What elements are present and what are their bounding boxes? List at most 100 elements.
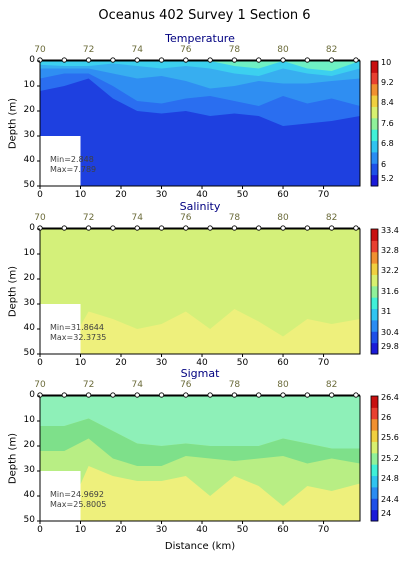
max-label: Max=25.8005 (50, 500, 107, 509)
colorbar-tick-label: 29.8 (381, 342, 399, 351)
station-label: 80 (277, 45, 289, 55)
station-label: 72 (82, 380, 95, 390)
panel-1 (37, 57, 379, 189)
colorbar-segment (371, 475, 378, 488)
station-marker (110, 57, 116, 63)
station-label: 74 (131, 213, 143, 223)
station-marker (183, 392, 189, 398)
field-layer-5 (40, 61, 360, 76)
station-marker (304, 225, 310, 231)
colorbar-segment (371, 285, 378, 298)
station-marker (329, 392, 335, 398)
field-layer-2 (40, 309, 360, 354)
station-marker (37, 57, 43, 63)
x-tick-label: 40 (196, 190, 208, 200)
panel-3 (37, 392, 379, 524)
min-label: Min=24.9692 (50, 490, 104, 499)
colorbar-segment (371, 430, 378, 442)
x-tick-label: 70 (317, 190, 330, 200)
station-marker (304, 392, 310, 398)
max-label: Max=32.3735 (50, 333, 107, 342)
station-label: 74 (131, 45, 143, 55)
colorbar-tick-label: 24.8 (381, 474, 399, 483)
field-band-2 (40, 418, 360, 466)
y-axis-label: Depth (m) (7, 97, 19, 149)
y-tick-label: 40 (23, 490, 35, 500)
field-layer-6 (40, 61, 360, 71)
colorbar-tick-label: 26 (381, 412, 392, 422)
station-marker (183, 57, 189, 63)
station-marker (134, 225, 140, 231)
y-tick-label: 30 (23, 465, 35, 475)
colorbar-segment (371, 486, 378, 499)
x-tick-label: 10 (74, 190, 87, 200)
y-tick-label: 50 (23, 180, 35, 190)
station-marker (256, 392, 262, 398)
y-axis-label: Depth (m) (7, 265, 19, 317)
y-tick-label: 30 (23, 130, 35, 140)
colorbar-segment (371, 174, 378, 187)
station-marker (231, 392, 238, 398)
station-marker (329, 57, 335, 63)
no-data-region (40, 471, 81, 521)
colorbar-segment (371, 418, 378, 431)
colorbar-tick-label: 10 (381, 57, 392, 67)
station-label: 70 (34, 45, 46, 55)
colorbar-segment (371, 509, 378, 522)
y-tick-label: 0 (29, 390, 35, 400)
y-tick-label: 50 (23, 515, 35, 525)
colorbar-segment (371, 117, 378, 130)
station-marker (61, 392, 67, 398)
y-tick-label: 40 (23, 155, 35, 165)
colorbar-tick-label: 31.6 (381, 286, 399, 296)
station-marker (256, 57, 262, 63)
station-label: 78 (228, 45, 241, 55)
plot-frame (39, 395, 361, 522)
x-tick-label: 30 (155, 190, 168, 200)
station-marker (158, 225, 165, 231)
colorbar-segment (371, 151, 378, 164)
panel-title: Sigmat (180, 367, 220, 380)
station-label: 82 (325, 380, 338, 390)
colorbar-tick-label: 32.8 (381, 245, 399, 255)
colorbar-segment (371, 61, 378, 73)
colorbar-tick-label: 24.4 (381, 494, 399, 504)
station-label: 78 (228, 380, 241, 390)
station-marker (280, 57, 286, 63)
colorbar-tick-label: 6.8 (381, 139, 394, 148)
field-band-1 (40, 396, 360, 449)
colorbar-tick-label: 7.6 (381, 118, 394, 128)
colorbar-tick-label: 33.4 (381, 225, 399, 235)
station-marker (86, 225, 92, 231)
panel-title: Temperature (165, 32, 235, 45)
station-label: 78 (228, 213, 241, 223)
figure-title: Oceanus 402 Survey 1 Section 6 (98, 8, 311, 23)
station-marker (353, 225, 359, 231)
colorbar-segment (371, 140, 378, 153)
y-tick-label: 20 (23, 105, 35, 115)
y-tick-label: 40 (23, 323, 35, 333)
colorbar-segment (371, 95, 378, 107)
x-tick-label: 50 (236, 358, 249, 368)
station-label: 80 (277, 380, 289, 390)
colorbar-tick-label: 31 (381, 307, 392, 316)
x-tick-label: 0 (37, 190, 43, 200)
station-marker (183, 225, 189, 231)
station-marker (280, 392, 286, 398)
colorbar-segment (371, 274, 378, 287)
station-marker (110, 392, 116, 398)
colorbar-segment (371, 297, 378, 310)
station-marker (37, 225, 43, 231)
station-label: 76 (180, 45, 192, 55)
station-marker (256, 225, 262, 231)
x-tick-label: 20 (115, 190, 127, 200)
x-tick-label: 20 (115, 358, 127, 368)
y-tick-label: 20 (23, 440, 35, 450)
station-marker (158, 57, 165, 63)
x-tick-label: 60 (277, 525, 289, 535)
y-tick-label: 50 (23, 348, 35, 358)
station-marker (231, 225, 238, 231)
x-tick-label: 50 (236, 525, 249, 535)
y-tick-label: 0 (29, 55, 35, 65)
